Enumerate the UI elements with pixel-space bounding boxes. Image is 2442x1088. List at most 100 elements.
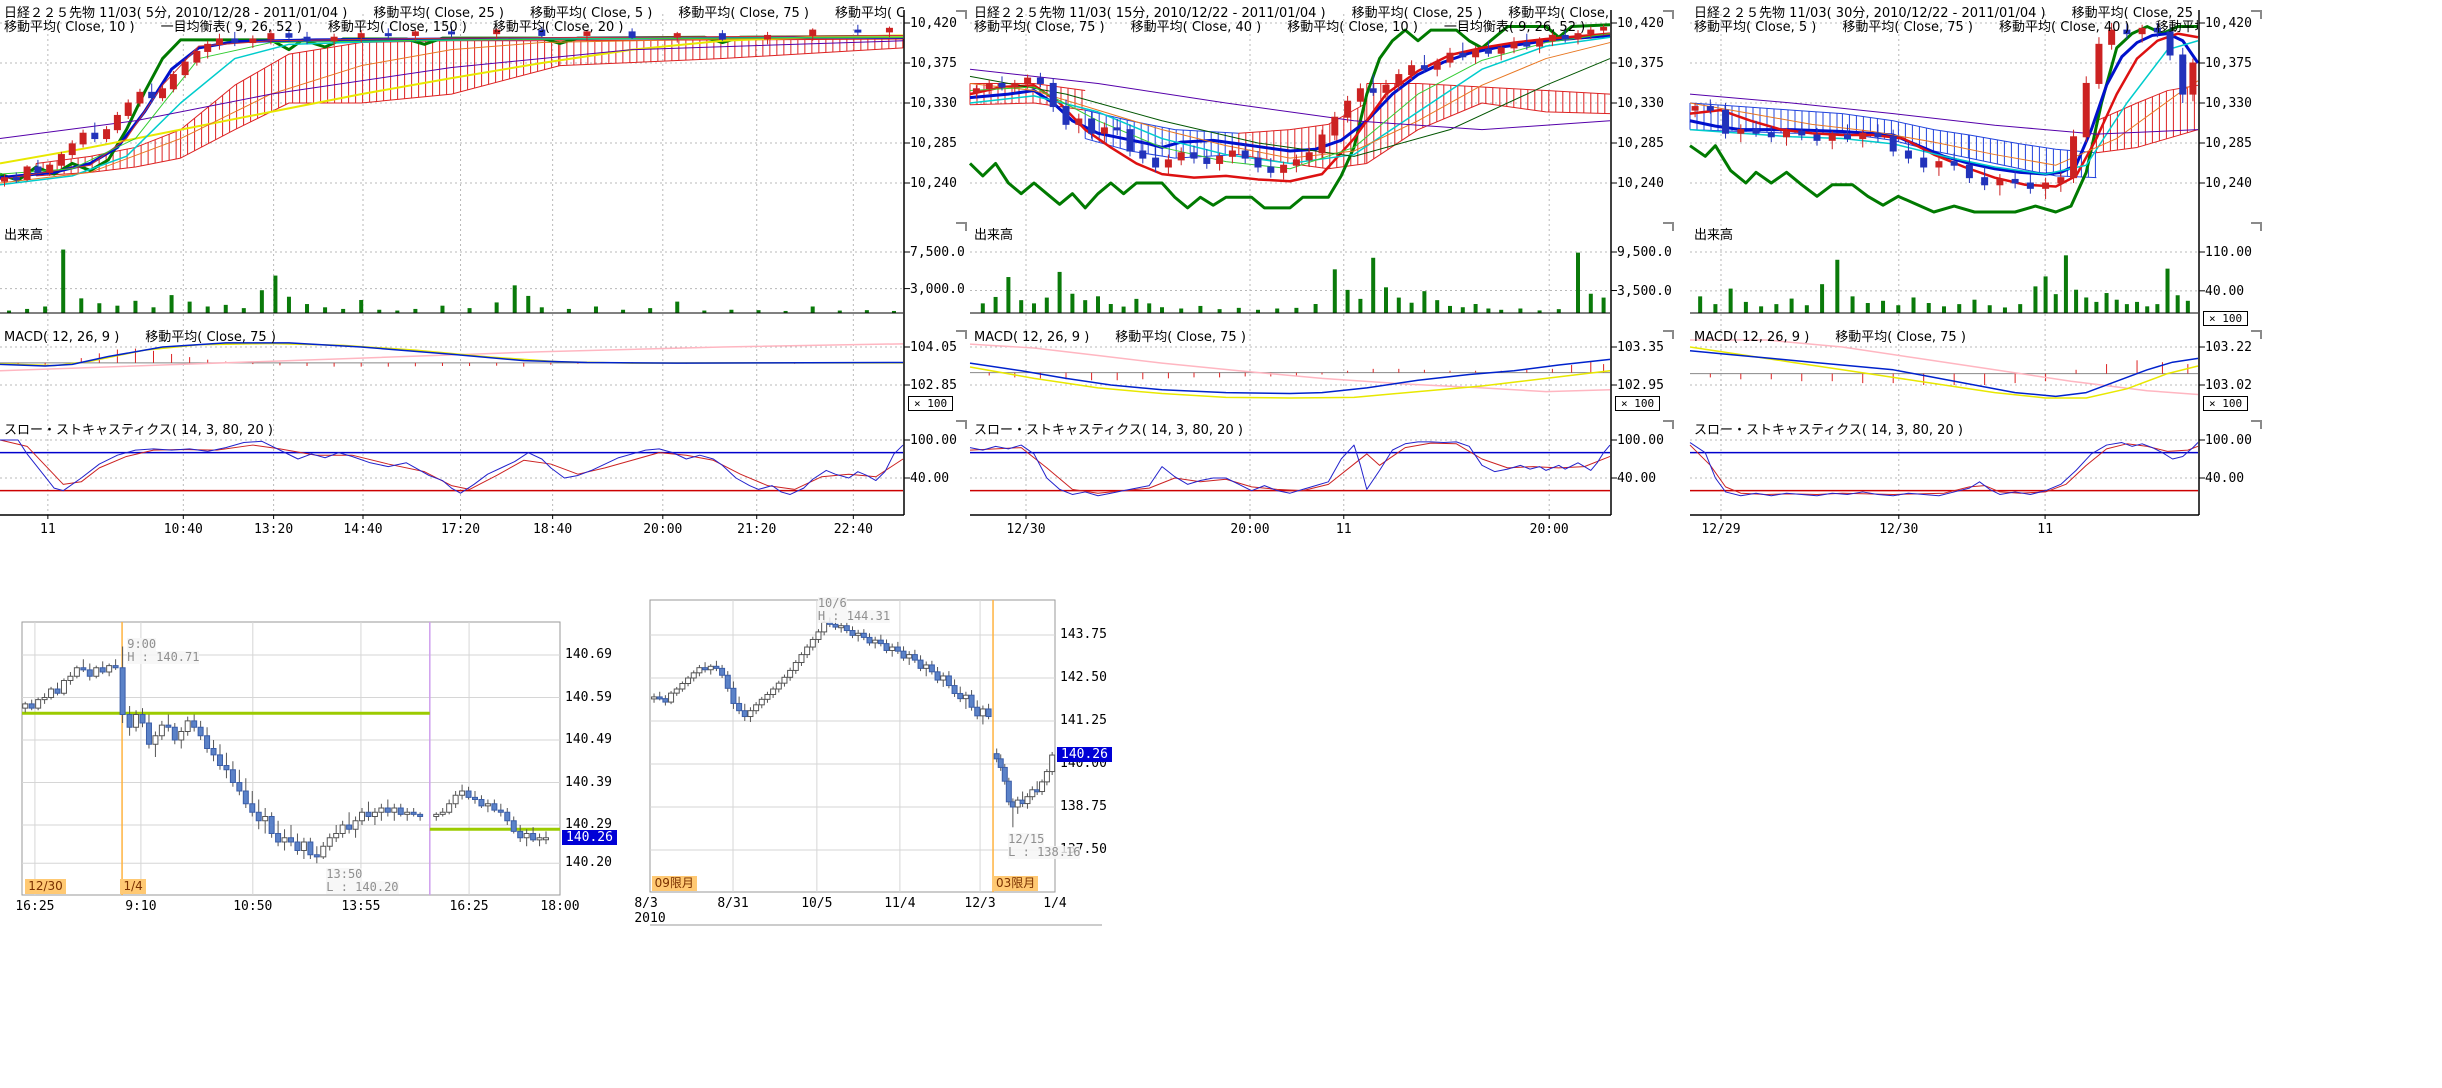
panel-corner-icon[interactable] <box>956 330 967 339</box>
price-axis-label: 10,375 <box>2205 56 2252 71</box>
price-axis-label: 10,285 <box>910 136 957 151</box>
volume-axis-label: 110.00 <box>2205 245 2252 260</box>
panel-corner-icon[interactable] <box>956 420 967 429</box>
fx-time-axis-label: 12/3 <box>964 896 996 911</box>
panel-corner-icon[interactable] <box>956 222 967 231</box>
time-axis-label: 21:20 <box>737 522 777 537</box>
fx-time-axis-label: 8/3 2010 <box>634 896 666 926</box>
volume-axis-label: 3,000.0 <box>910 281 965 297</box>
chart-15min-volume-label: 出来高 <box>974 228 1014 243</box>
stochastics-axis-label: 100.00 <box>1617 433 1664 448</box>
panel-corner-icon[interactable] <box>2251 222 2262 231</box>
fx-time-axis-label: 10/5 <box>801 896 833 911</box>
stochastics-axis-label: 40.00 <box>2205 471 2245 486</box>
price-annotation: L : 138.16 <box>1008 845 1081 860</box>
volume-axis-label: 40.00 <box>2205 283 2245 299</box>
price-annotation: L : 140.20 <box>326 880 399 895</box>
price-annotation: 9:00 <box>127 636 157 651</box>
time-axis-label: 20:00 <box>1529 522 1569 537</box>
time-axis-label: 20:00 <box>643 522 683 537</box>
fx-price-axis-label: 143.75 <box>1060 627 1107 642</box>
chart-30min-header-line2: 移動平均( Close, 5 ) 移動平均( Close, 75 ) 移動平均(… <box>1694 20 2198 35</box>
price-annotation: H : 144.31 <box>817 608 891 623</box>
multiplier-badge: × 100 <box>2203 396 2249 411</box>
contract-month-badge: 03限月 <box>993 876 1039 891</box>
price-axis-label: 10,330 <box>2205 96 2252 111</box>
panel-corner-icon[interactable] <box>1663 10 1674 19</box>
multiplier-badge: × 100 <box>2203 311 2249 326</box>
fx-price-axis-label: 140.29 <box>565 817 612 832</box>
price-axis-label: 10,420 <box>1617 16 1664 31</box>
time-axis-label: 10:40 <box>163 522 203 537</box>
chart-5min-header-line1: 日経２２５先物 11/03( 5分, 2010/12/28 - 2011/01/… <box>4 6 904 21</box>
macd-axis-label: 103.35 <box>1617 340 1664 355</box>
fx-time-axis-label: 11/4 <box>884 896 916 911</box>
price-axis-label: 10,375 <box>910 56 957 71</box>
panel-corner-icon[interactable] <box>2251 330 2262 339</box>
macd-axis-label: 102.85 <box>910 378 957 393</box>
fx-price-axis-label: 142.50 <box>1060 670 1107 685</box>
time-axis-label: 20:00 <box>1230 522 1270 537</box>
time-axis-label: 14:40 <box>343 522 383 537</box>
last-price-badge: 140.26 <box>1057 747 1112 763</box>
stochastics-axis-label: 100.00 <box>910 433 957 448</box>
stochastics-axis-label: 100.00 <box>2205 433 2252 448</box>
time-axis-label: 18:40 <box>533 522 573 537</box>
time-axis-label: 13:20 <box>254 522 294 537</box>
fx-price-axis-label: 140.69 <box>565 647 612 662</box>
time-axis-label: 17:20 <box>440 522 481 537</box>
chart-15min-stochastics-label: スロー・ストキャスティクス( 14, 3, 80, 20 ) <box>974 423 1243 438</box>
fx-time-axis-label: 8/31 <box>717 896 749 911</box>
time-axis-label: 12/30 <box>1006 522 1046 537</box>
volume-axis-label: 7,500.0 <box>910 245 965 260</box>
fx-price-axis-label: 138.75 <box>1060 799 1107 814</box>
time-axis-label: 12/29 <box>1701 522 1741 537</box>
fx-time-axis-label: 1/4 <box>1043 896 1067 911</box>
chart-5min-header-line2: 移動平均( Close, 10 ) 一目均衡表( 9, 26, 52 ) 移動平… <box>4 20 624 35</box>
time-axis-label: 11 <box>1335 522 1352 537</box>
stochastics-axis-label: 40.00 <box>1617 471 1657 486</box>
chart-15min-macd-label: MACD( 12, 26, 9 ) 移動平均( Close, 75 ) <box>974 330 1246 345</box>
price-axis-label: 10,420 <box>910 16 957 31</box>
chart-30min-stochastics-label: スロー・ストキャスティクス( 14, 3, 80, 20 ) <box>1694 423 1963 438</box>
fx-time-axis-label: 18:00 <box>540 899 580 914</box>
time-axis-label: 11 <box>40 522 56 537</box>
price-axis-label: 10,375 <box>1617 56 1664 71</box>
price-axis-label: 10,285 <box>2205 136 2252 151</box>
panel-corner-icon[interactable] <box>1663 330 1674 339</box>
chart-5min-stochastics-label: スロー・ストキャスティクス( 14, 3, 80, 20 ) <box>4 423 273 438</box>
time-axis-label: 11 <box>2037 522 2053 537</box>
time-axis-label: 22:40 <box>833 522 873 537</box>
panel-corner-icon[interactable] <box>956 10 967 19</box>
fx-time-axis-label: 9:10 <box>125 899 157 914</box>
multiplier-badge: × 100 <box>1615 396 1661 411</box>
price-axis-label: 10,240 <box>2205 176 2252 191</box>
fx-time-axis-label: 13:55 <box>341 899 381 914</box>
panel-corner-icon[interactable] <box>2251 420 2262 429</box>
price-axis-label: 10,240 <box>910 176 957 191</box>
fx-price-axis-label: 140.39 <box>565 774 612 790</box>
price-annotation: 13:50 <box>326 867 363 882</box>
panel-corner-icon[interactable] <box>1663 222 1674 231</box>
macd-axis-label: 103.02 <box>2205 378 2252 393</box>
stochastics-axis-label: 40.00 <box>910 471 950 486</box>
chart-15min-header-line2: 移動平均( Close, 75 ) 移動平均( Close, 40 ) 移動平均… <box>974 20 1610 35</box>
macd-axis-label: 103.22 <box>2205 340 2252 355</box>
panel-corner-icon[interactable] <box>1663 420 1674 429</box>
multiplier-badge: × 100 <box>908 396 954 411</box>
chart-30min-volume-label: 出来高 <box>1694 228 1734 243</box>
fx-time-axis-label: 16:25 <box>449 899 489 914</box>
macd-axis-label: 104.05 <box>910 340 957 355</box>
chart-30min-macd-label: MACD( 12, 26, 9 ) 移動平均( Close, 75 ) <box>1694 330 1966 345</box>
price-annotation: 10/6 <box>817 595 847 610</box>
fx-price-axis-label: 140.49 <box>565 732 612 747</box>
chart-5min-volume-label: 出来高 <box>4 228 44 243</box>
fx-time-axis-label: 10:50 <box>233 899 273 914</box>
price-annotation: H : 140.71 <box>127 649 200 664</box>
chart-5min-macd-label: MACD( 12, 26, 9 ) 移動平均( Close, 75 ) <box>4 330 276 345</box>
price-axis-label: 10,330 <box>910 96 957 111</box>
panel-corner-icon[interactable] <box>2251 10 2262 19</box>
volume-axis-label: 9,500.0 <box>1617 245 1672 260</box>
